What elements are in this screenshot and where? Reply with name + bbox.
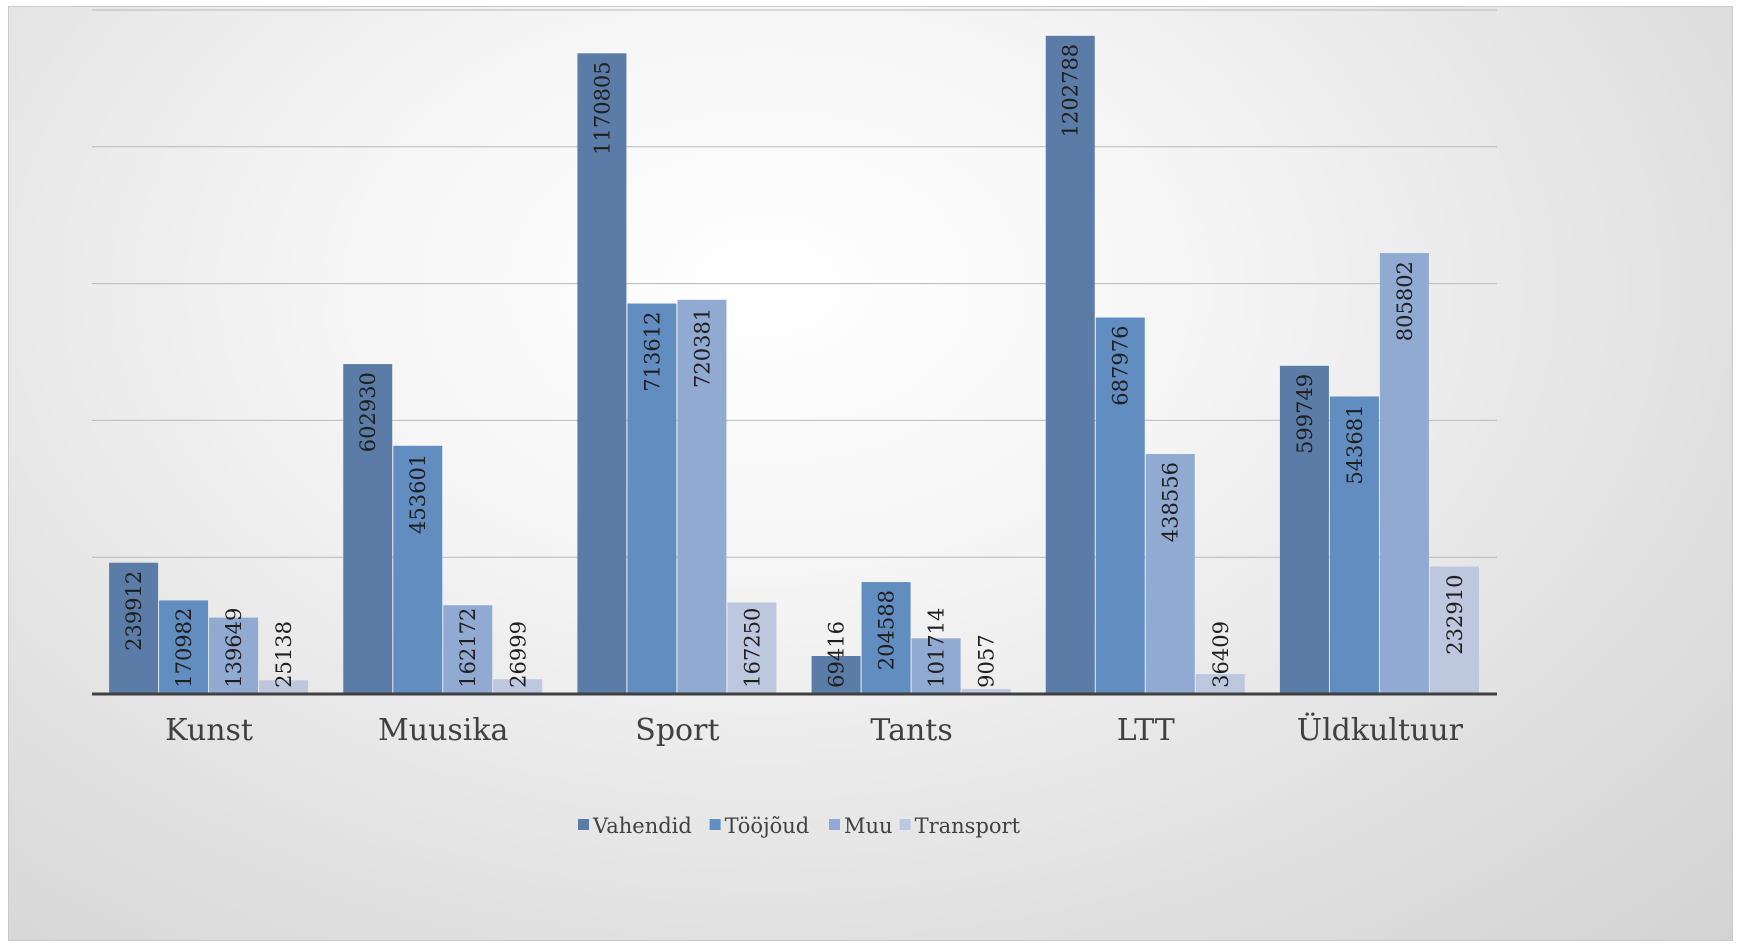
legend-label-toojoud: Tööjõud [725,814,810,838]
x-tick-label: Tants [870,713,952,748]
bar-sport-toojoud [627,303,677,694]
data-label: 204588 [875,590,899,670]
x-tick-label: Üldkultuur [1297,712,1464,748]
data-label: 170982 [172,608,196,688]
x-tick-label: LTT [1117,713,1175,748]
bar-ltt-toojoud [1095,317,1145,694]
data-label: 438556 [1159,462,1183,542]
bar-chart: Kunst Muusika Sport Tants LTT Üldkultuur 2399… [92,9,1497,838]
bar-uldkultuur-toojoud [1329,396,1379,694]
data-label: 602930 [356,372,380,452]
gridlines [92,9,1497,558]
chart-frame: Kunst Muusika Sport Tants LTT Üldkultuur 2399… [8,6,1733,941]
data-label: 167250 [740,608,764,688]
bar-sport-transport [727,602,777,694]
bar-tants-muu [911,638,961,694]
bar-sport-vahendid [577,53,627,694]
legend-swatch-transport [899,819,911,830]
bar-kunst-vahendid [109,562,159,694]
bar-muusika-vahendid [343,364,393,694]
data-label: 25138 [272,621,296,688]
bar-muusika-muu [443,605,493,694]
legend-swatch-toojoud [709,819,721,830]
legend-label-muu: Muu [844,814,893,838]
data-label: 69416 [825,621,849,688]
x-tick-label: Kunst [165,713,253,748]
legend-swatch-vahendid [578,819,589,830]
bar-kunst-muu [209,617,259,694]
bar-uldkultuur-muu [1379,253,1429,695]
bar-uldkultuur-transport [1429,566,1479,694]
bars [109,35,1479,695]
bar-tants-transport [961,689,1011,694]
data-label: 720381 [690,308,714,388]
data-label: 1170805 [590,61,614,155]
data-label: 36409 [1209,621,1233,688]
data-label: 687976 [1109,326,1133,406]
legend-label-transport: Transport [915,814,1021,838]
x-tick-label: Sport [635,713,719,748]
bar-ltt-vahendid [1045,35,1095,694]
data-label: 162172 [456,608,480,688]
data-label: 599749 [1293,374,1317,454]
x-tick-label: Muusika [378,713,509,748]
bar-kunst-toojoud [159,600,209,694]
data-label: 232910 [1443,575,1467,655]
bar-ltt-muu [1145,454,1195,694]
data-label: 139649 [222,608,246,688]
bar-ltt-transport [1195,674,1245,694]
data-label: 101714 [925,608,949,688]
data-label: 543681 [1343,404,1367,484]
bar-tants-vahendid [811,656,861,694]
bar-muusika-transport [493,679,543,694]
legend: Vahendid Tööjõud Muu Transport [578,814,1021,838]
data-label: 239912 [122,571,146,651]
legend-label-vahendid: Vahendid [592,814,692,838]
bar-tants-toojoud [861,582,911,694]
bar-kunst-transport [259,680,309,694]
bar-uldkultuur-vahendid [1279,365,1329,694]
data-labels: 239912 170982 139649 25138 602930 453601 16217… [122,44,1467,688]
data-label: 26999 [506,621,530,688]
data-label: 1202788 [1059,44,1083,138]
data-label: 805802 [1393,261,1417,341]
bar-sport-muu [677,299,727,694]
bar-muusika-toojoud [393,445,443,694]
data-label: 713612 [640,312,664,392]
legend-swatch-muu [829,819,840,830]
data-label: 9057 [975,634,999,687]
x-axis: Kunst Muusika Sport Tants LTT Üldkultuur [92,692,1497,748]
data-label: 453601 [406,454,430,534]
